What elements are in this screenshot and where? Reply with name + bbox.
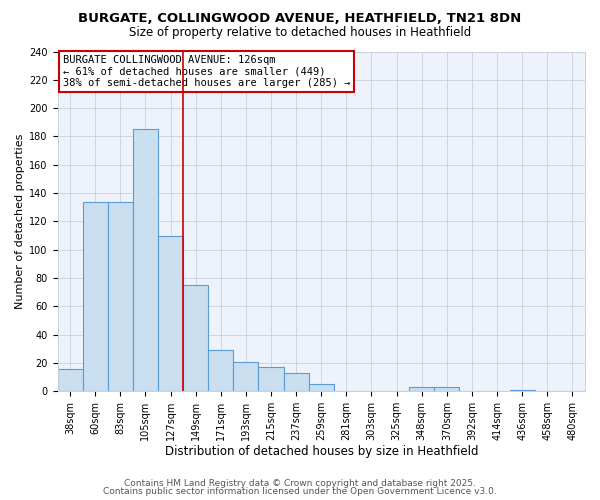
Bar [308,384,334,391]
Text: Contains HM Land Registry data © Crown copyright and database right 2025.: Contains HM Land Registry data © Crown c… [124,478,476,488]
Text: BURGATE COLLINGWOOD AVENUE: 126sqm
← 61% of detached houses are smaller (449)
38: BURGATE COLLINGWOOD AVENUE: 126sqm ← 61%… [63,55,350,88]
Bar [509,390,535,391]
Y-axis label: Number of detached properties: Number of detached properties [15,134,25,309]
Text: BURGATE, COLLINGWOOD AVENUE, HEATHFIELD, TN21 8DN: BURGATE, COLLINGWOOD AVENUE, HEATHFIELD,… [79,12,521,26]
Bar [108,202,133,391]
Bar [233,362,259,391]
Text: Contains public sector information licensed under the Open Government Licence v3: Contains public sector information licen… [103,487,497,496]
Bar [409,387,434,391]
Text: Size of property relative to detached houses in Heathfield: Size of property relative to detached ho… [129,26,471,39]
Bar [158,236,183,391]
Bar [284,373,308,391]
Bar [133,130,158,391]
Bar [83,202,108,391]
Bar [58,368,83,391]
X-axis label: Distribution of detached houses by size in Heathfield: Distribution of detached houses by size … [164,444,478,458]
Bar [183,285,208,391]
Bar [259,367,284,391]
Bar [434,387,460,391]
Bar [208,350,233,391]
